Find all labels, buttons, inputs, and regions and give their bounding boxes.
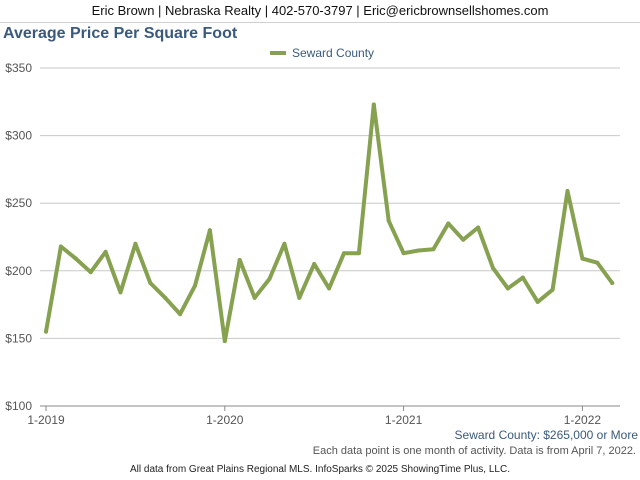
x-tick-label: 1-2019 (27, 413, 65, 427)
data-point[interactable] (461, 237, 466, 242)
data-point[interactable] (222, 339, 227, 344)
y-tick-label: $150 (5, 331, 32, 345)
x-tick-label: 1-2022 (564, 413, 602, 427)
y-tick-label: $250 (5, 196, 32, 210)
data-point[interactable] (118, 290, 123, 295)
data-point[interactable] (267, 276, 272, 281)
data-point[interactable] (535, 299, 540, 304)
data-point[interactable] (342, 251, 346, 256)
legend-swatch (270, 51, 286, 55)
data-point[interactable] (386, 218, 391, 223)
data-point[interactable] (193, 283, 197, 288)
data-point[interactable] (163, 295, 168, 300)
segment-note: Seward County: $265,000 or More (454, 428, 638, 442)
data-point[interactable] (297, 295, 302, 300)
data-point[interactable] (88, 270, 93, 275)
data-point[interactable] (252, 295, 257, 300)
y-axis-ticks: $100 $150 $200 $250 $300 $350 (5, 61, 32, 413)
source-note: All data from Great Plains Regional MLS.… (130, 464, 510, 475)
data-point[interactable] (401, 251, 406, 256)
data-point[interactable] (356, 251, 361, 256)
data-point[interactable] (431, 247, 436, 252)
data-point[interactable] (58, 244, 63, 249)
data-point[interactable] (178, 312, 183, 317)
chart-title: Average Price Per Square Foot (3, 25, 238, 42)
y-tick-label: $350 (5, 61, 32, 75)
series-line-seward-county[interactable] (44, 102, 615, 344)
data-point[interactable] (371, 102, 376, 107)
y-tick-label: $200 (5, 264, 32, 278)
data-point[interactable] (550, 287, 555, 292)
gridlines (40, 67, 620, 407)
data-point[interactable] (73, 256, 78, 261)
data-point[interactable] (610, 280, 615, 285)
data-point[interactable] (565, 189, 570, 194)
data-point[interactable] (476, 225, 481, 230)
data-point[interactable] (103, 249, 108, 254)
data-point[interactable] (520, 275, 525, 280)
x-axis-ticks: 1-2019 1-2020 1-2021 1-2022 (27, 406, 601, 427)
data-point[interactable] (312, 262, 317, 267)
x-tick-label: 1-2020 (206, 413, 244, 427)
activity-note: Each data point is one month of activity… (312, 445, 636, 457)
data-point[interactable] (282, 241, 287, 246)
data-point[interactable] (327, 286, 332, 291)
data-point[interactable] (237, 257, 242, 262)
series-group (44, 102, 615, 344)
data-point[interactable] (44, 329, 48, 334)
y-tick-label: $100 (5, 399, 32, 413)
data-point[interactable] (148, 280, 153, 285)
data-point[interactable] (446, 221, 451, 226)
contact-header: Eric Brown | Nebraska Realty | 402-570-3… (0, 0, 640, 23)
data-point[interactable] (505, 286, 510, 291)
data-point[interactable] (595, 260, 600, 265)
data-point[interactable] (207, 228, 212, 233)
data-point[interactable] (491, 266, 495, 271)
x-tick-label: 1-2021 (385, 413, 423, 427)
data-point[interactable] (133, 241, 138, 246)
y-tick-label: $300 (5, 129, 32, 143)
data-point[interactable] (416, 248, 421, 253)
data-point[interactable] (580, 256, 585, 261)
legend-label: Seward County (292, 46, 375, 60)
legend[interactable]: Seward County (270, 46, 374, 60)
